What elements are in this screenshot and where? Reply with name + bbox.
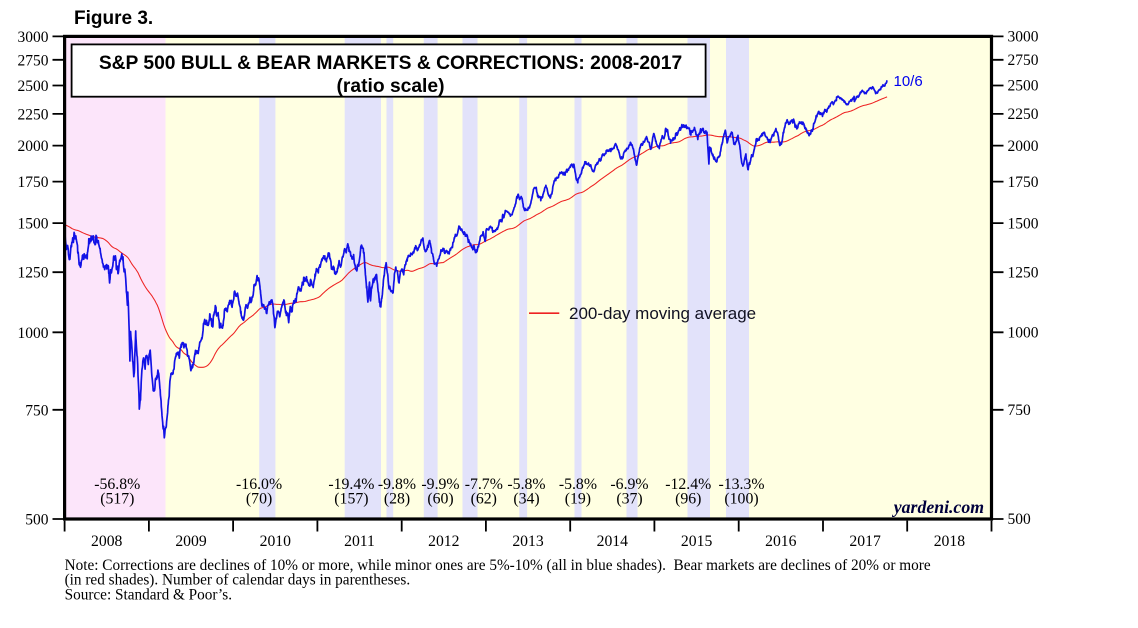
svg-text:2250: 2250 bbox=[18, 106, 49, 123]
svg-text:-19.4%: -19.4% bbox=[328, 476, 374, 493]
svg-text:2015: 2015 bbox=[681, 533, 713, 550]
svg-text:2000: 2000 bbox=[18, 138, 49, 155]
svg-text:1000: 1000 bbox=[1008, 325, 1039, 342]
svg-text:(in red shades). Number of cal: (in red shades). Number of calendar days… bbox=[65, 572, 411, 589]
svg-text:(34): (34) bbox=[513, 491, 539, 508]
svg-text:1750: 1750 bbox=[1008, 174, 1039, 191]
svg-text:3000: 3000 bbox=[1008, 29, 1039, 46]
svg-text:-16.0%: -16.0% bbox=[236, 476, 282, 493]
svg-text:2500: 2500 bbox=[1008, 78, 1039, 95]
svg-text:750: 750 bbox=[1008, 402, 1032, 419]
svg-text:(157): (157) bbox=[334, 491, 368, 508]
svg-text:-9.9%: -9.9% bbox=[421, 476, 459, 493]
svg-text:(19): (19) bbox=[565, 491, 591, 508]
svg-text:1250: 1250 bbox=[18, 265, 49, 282]
svg-text:2011: 2011 bbox=[344, 533, 375, 550]
svg-text:1500: 1500 bbox=[1008, 215, 1039, 232]
svg-text:2750: 2750 bbox=[1008, 52, 1039, 69]
svg-text:(62): (62) bbox=[471, 491, 497, 508]
svg-text:-9.8%: -9.8% bbox=[378, 476, 416, 493]
svg-text:2009: 2009 bbox=[175, 533, 207, 550]
svg-text:2018: 2018 bbox=[934, 533, 966, 550]
svg-text:(28): (28) bbox=[384, 491, 410, 508]
svg-text:(37): (37) bbox=[616, 491, 642, 508]
svg-text:Note: Corrections are declines: Note: Corrections are declines of 10% or… bbox=[65, 557, 931, 574]
svg-text:(100): (100) bbox=[724, 491, 758, 508]
svg-text:3000: 3000 bbox=[18, 29, 49, 46]
svg-text:500: 500 bbox=[25, 512, 49, 529]
svg-text:(60): (60) bbox=[427, 491, 453, 508]
svg-text:2012: 2012 bbox=[428, 533, 459, 550]
svg-text:-12.4%: -12.4% bbox=[665, 476, 711, 493]
svg-text:Figure 3.: Figure 3. bbox=[74, 8, 153, 29]
svg-text:2000: 2000 bbox=[1008, 138, 1039, 155]
svg-text:-56.8%: -56.8% bbox=[94, 476, 140, 493]
svg-text:2016: 2016 bbox=[765, 533, 797, 550]
svg-text:200-day moving average: 200-day moving average bbox=[569, 304, 756, 323]
svg-text:1500: 1500 bbox=[18, 216, 49, 233]
svg-text:(96): (96) bbox=[675, 491, 701, 508]
svg-text:(517): (517) bbox=[100, 491, 134, 508]
svg-text:-7.7%: -7.7% bbox=[465, 476, 503, 493]
svg-text:750: 750 bbox=[25, 402, 49, 419]
svg-text:2017: 2017 bbox=[849, 533, 881, 550]
svg-text:2014: 2014 bbox=[597, 533, 629, 550]
svg-text:yardeni.com: yardeni.com bbox=[892, 497, 984, 517]
svg-text:2008: 2008 bbox=[91, 533, 123, 550]
svg-text:2500: 2500 bbox=[18, 78, 49, 95]
svg-text:-5.8%: -5.8% bbox=[559, 476, 597, 493]
svg-text:500: 500 bbox=[1008, 511, 1032, 528]
svg-text:2250: 2250 bbox=[1008, 106, 1039, 123]
svg-text:1000: 1000 bbox=[18, 325, 49, 342]
svg-text:(ratio scale): (ratio scale) bbox=[336, 76, 444, 97]
svg-text:10/6: 10/6 bbox=[894, 73, 923, 90]
svg-text:S&P 500 BULL & BEAR MARKETS &: S&P 500 BULL & BEAR MARKETS & CORRECTION… bbox=[99, 53, 682, 74]
svg-text:(70): (70) bbox=[246, 491, 272, 508]
svg-text:2013: 2013 bbox=[512, 533, 544, 550]
svg-text:2010: 2010 bbox=[260, 533, 292, 550]
svg-text:Source: Standard & Poor’s.: Source: Standard & Poor’s. bbox=[65, 587, 232, 604]
svg-text:-5.8%: -5.8% bbox=[507, 476, 545, 493]
svg-text:2750: 2750 bbox=[18, 52, 49, 69]
svg-text:-6.9%: -6.9% bbox=[610, 476, 648, 493]
svg-text:1750: 1750 bbox=[18, 174, 49, 191]
svg-text:-13.3%: -13.3% bbox=[718, 476, 764, 493]
svg-text:1250: 1250 bbox=[1008, 264, 1039, 281]
